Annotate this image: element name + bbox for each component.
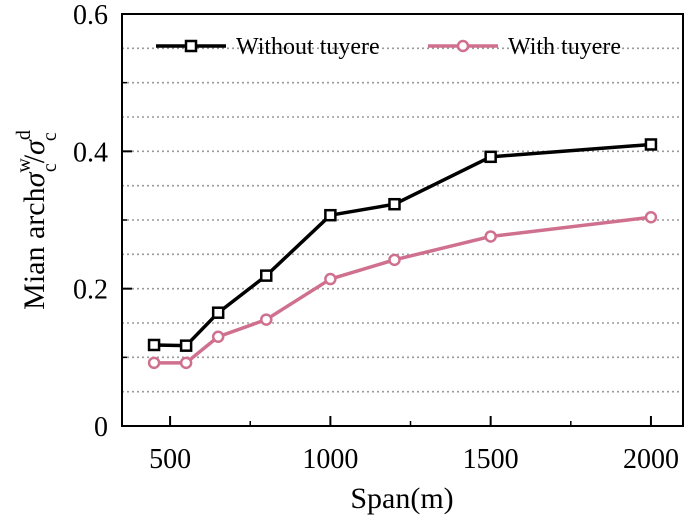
- y-axis-title-sub-c2: c: [39, 132, 61, 141]
- x-axis-title: Span(m): [350, 482, 453, 515]
- y-tick-label: 0.4: [73, 137, 108, 168]
- data-point-square: [388, 197, 401, 211]
- data-point-circle: [484, 230, 497, 243]
- data-point-circle: [211, 330, 225, 343]
- y-axis-title-prefix: Mian arch: [18, 187, 51, 309]
- data-point-square: [211, 306, 225, 319]
- data-point-circle: [324, 272, 337, 286]
- data-point-square: [147, 338, 161, 352]
- legend-item: With tuyere: [428, 34, 621, 60]
- y-axis-title-sub-c1: c: [39, 163, 61, 172]
- legend-label: With tuyere: [508, 34, 621, 60]
- grid-lines: [122, 47, 683, 393]
- x-tick-label: 2000: [623, 444, 679, 475]
- y-tick-label: 0: [94, 412, 108, 443]
- plot-frame: [121, 13, 684, 427]
- series: [147, 211, 658, 370]
- data-point-square: [179, 339, 193, 352]
- data-point-circle: [179, 356, 193, 370]
- series: [147, 138, 658, 352]
- y-axis-title-sup-d: d: [13, 130, 35, 140]
- x-tick-label: 1000: [302, 444, 358, 475]
- legend: Without tuyere With tuyere: [156, 34, 621, 60]
- y-tick-label: 0.2: [73, 275, 108, 306]
- axis-ticks: [122, 13, 652, 427]
- data-point-circle: [147, 356, 161, 370]
- y-axis-title-sup-w: w: [13, 158, 35, 173]
- series-layer: [147, 138, 658, 370]
- y-axis-title-sigma-2: σ: [18, 139, 51, 155]
- data-point-square: [260, 269, 273, 282]
- data-point-square: [324, 208, 337, 222]
- series-line: [154, 142, 652, 348]
- y-axis-title: Mian archσw c/σd c: [13, 130, 61, 310]
- data-point-circle: [388, 253, 401, 267]
- data-point-square: [644, 138, 658, 151]
- legend-label: Without tuyere: [236, 34, 380, 60]
- y-axis-title-slash: /: [18, 154, 51, 163]
- data-point-square: [184, 39, 198, 53]
- x-tick-labels: 500 1000 1500 2000: [149, 444, 679, 475]
- y-tick-label: 0.6: [73, 0, 108, 31]
- x-tick-label: 1500: [463, 444, 519, 475]
- y-tick-labels: 0 0.2 0.4 0.6: [73, 0, 108, 443]
- legend-item: Without tuyere: [156, 34, 380, 60]
- data-point-circle: [456, 39, 470, 53]
- y-axis-title-sigma-1: σ: [18, 171, 51, 187]
- data-point-circle: [260, 313, 273, 326]
- data-point-circle: [644, 211, 658, 224]
- series-line: [154, 215, 652, 365]
- data-point-square: [484, 150, 497, 164]
- x-tick-label: 500: [149, 444, 191, 475]
